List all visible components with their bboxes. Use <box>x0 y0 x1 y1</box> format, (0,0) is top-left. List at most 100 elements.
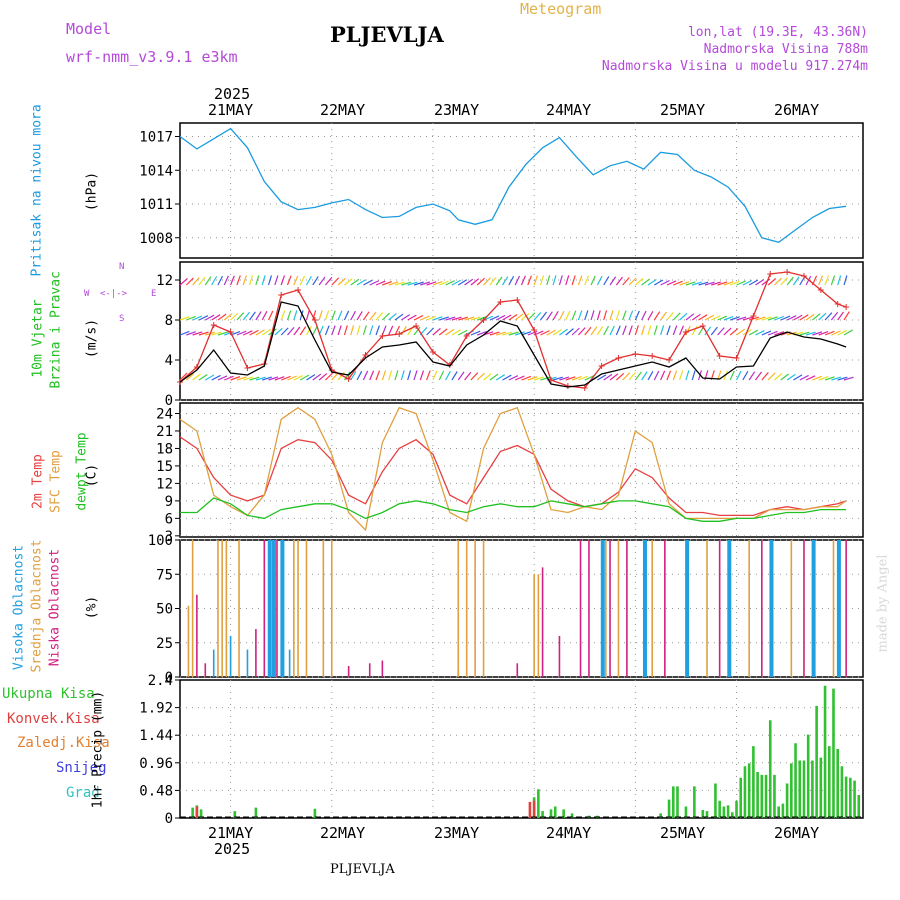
wind-barb-0-645 <box>451 371 458 381</box>
wind-barb-0-855 <box>540 376 551 381</box>
wind-barb-0-315 <box>312 373 322 381</box>
wind-barb-2-825 <box>527 312 536 321</box>
wind-barb-3-705 <box>476 277 485 286</box>
compass-arrows: <-|-> <box>100 289 128 299</box>
wind-barb-1-765 <box>502 331 513 336</box>
date-bottom-4: 25MAY <box>660 824 706 842</box>
panel-frame-4 <box>179 679 864 819</box>
wind-barb-3-1560 <box>837 275 842 286</box>
bar-3-0-3 <box>267 540 272 677</box>
date-top-4: 25MAY <box>660 101 706 119</box>
wind-barb-1-1410 <box>774 331 785 336</box>
wind-barb-2-1365 <box>755 316 766 321</box>
wind-barb-3-345 <box>324 276 333 286</box>
bar-3-2-16 <box>718 540 721 677</box>
wind-barb-1-1290 <box>723 327 732 336</box>
wind-barb-0-360 <box>331 372 339 381</box>
bar-3-2-10 <box>558 635 561 677</box>
wind-barb-0-780 <box>508 375 519 381</box>
wind-barb-0-1095 <box>641 371 648 381</box>
wind-barb-1-450 <box>369 325 374 336</box>
wind-barb-0-420 <box>356 370 363 381</box>
wind-barb-1-1485 <box>805 331 816 336</box>
date-top-0: 21MAY <box>208 101 254 119</box>
wind-barb-1-75 <box>211 331 222 336</box>
wind-barb-1-420 <box>356 325 361 336</box>
bar-3-2-4 <box>276 540 278 677</box>
wind-barb-3-915 <box>565 275 570 286</box>
bar-3-1-19 <box>651 540 653 677</box>
wind-barb-3-810 <box>520 275 526 286</box>
bar-4-0-5 <box>313 808 317 818</box>
bar-3-0-11 <box>685 540 690 677</box>
wind-barb-0-1305 <box>729 370 735 381</box>
wind-barb-0-195 <box>262 376 272 381</box>
wind-barb-0-1455 <box>793 374 803 381</box>
wind-barb-2-705 <box>477 316 487 321</box>
ytick-label-2-1: 6 <box>165 511 173 527</box>
bar-3-1-3 <box>221 540 223 677</box>
wind-barb-1-90 <box>217 331 228 336</box>
bar-4-0-15 <box>659 813 662 818</box>
wind-barb-0-1440 <box>786 373 796 381</box>
model-altitude-text: Nadmorska Visina u modelu 917.274m <box>601 59 868 74</box>
wind-barb-1-630 <box>445 328 455 336</box>
bar-3-1-12 <box>465 540 468 677</box>
panel-frame-2 <box>179 402 864 538</box>
wind-barb-2-1185 <box>679 312 688 321</box>
bar-4-0-11 <box>562 809 565 818</box>
bar-3-2-9 <box>541 567 544 677</box>
wind-barb-2-30 <box>192 315 203 321</box>
wind-barb-0-1215 <box>691 370 696 381</box>
bar-4-0-12 <box>570 813 574 818</box>
bar-3-1-11 <box>457 540 460 677</box>
wind-barb-2-180 <box>255 311 262 321</box>
ytick-label-3-3: 75 <box>156 567 173 583</box>
wind-barb-2-1455 <box>793 314 803 321</box>
wind-barb-1-615 <box>438 328 448 336</box>
wind-barb-0-945 <box>578 375 588 381</box>
bar-4-0-44 <box>802 760 806 818</box>
wind-barb-0-1200 <box>685 370 690 381</box>
wind-barb-1-1065 <box>628 325 633 336</box>
ytick-label-1-0: 0 <box>165 393 173 409</box>
ytick-label-3-1: 25 <box>156 636 173 652</box>
wind-barb-2-600 <box>432 316 443 321</box>
bar-4-0-55 <box>849 777 852 818</box>
ytick-label-1-2: 8 <box>165 313 173 329</box>
wind-barb-1-930 <box>571 327 580 336</box>
ytick-label-4-3: 1.44 <box>139 728 173 744</box>
wind-barb-3-240 <box>280 275 286 286</box>
bar-3-1-1 <box>191 540 194 677</box>
precip-label-snow: Snijeg <box>56 760 107 776</box>
bar-4-0-32 <box>752 746 755 818</box>
wind-barb-3-165 <box>248 275 254 286</box>
bar-3-1-16 <box>537 574 540 677</box>
wind-barb-0-810 <box>521 375 532 381</box>
wind-barb-0-720 <box>483 373 492 381</box>
wind-barb-3-1425 <box>780 277 788 286</box>
wind-barb-2-240 <box>280 310 286 321</box>
bar-4-1-0 <box>528 801 532 818</box>
wind-barb-0-60 <box>204 374 215 381</box>
wind-barb-2-885 <box>552 311 559 321</box>
bar-3-2-18 <box>803 540 805 677</box>
wind-barb-2-1275 <box>717 315 728 321</box>
wind-barb-3-990 <box>596 275 603 286</box>
bar-3-1-22 <box>790 540 793 677</box>
wind-barb-3-450 <box>369 280 380 286</box>
bar-4-0-2 <box>199 809 203 818</box>
wind-barb-2-135 <box>236 312 245 321</box>
wind-barb-2-120 <box>230 312 239 321</box>
bar-4-0-16 <box>667 799 671 818</box>
wind-barb-0-675 <box>464 371 472 381</box>
wind-barb-3-630 <box>445 280 455 286</box>
wind-barb-3-270 <box>293 275 299 286</box>
wind-barb-3-1305 <box>729 280 740 286</box>
gust-marker-33 <box>733 355 740 361</box>
wind-barb-0-1560 <box>837 376 848 381</box>
bar-3-2-13 <box>609 540 611 677</box>
wind-barb-0-240 <box>280 375 291 381</box>
wind-barb-3-60 <box>204 276 212 286</box>
